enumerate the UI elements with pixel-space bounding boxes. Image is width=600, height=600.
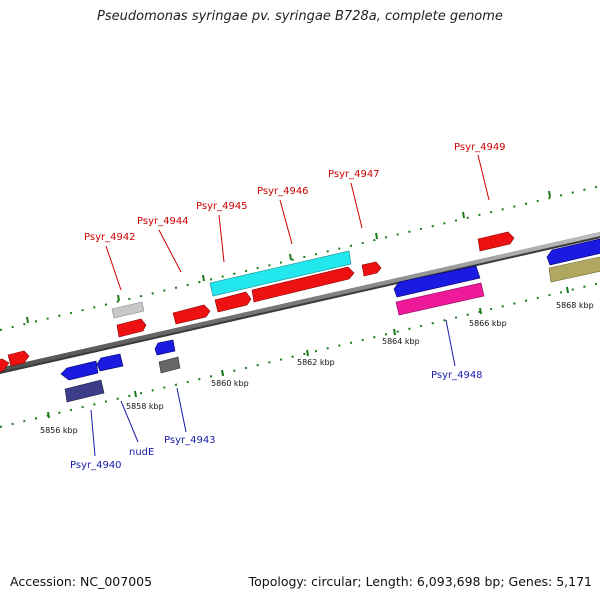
leader-line (445, 319, 456, 367)
upper-tick (462, 211, 465, 219)
gene-label-psyr4944: Psyr_4944 (137, 216, 189, 227)
forward-gene-arrow-psyr4949 (477, 231, 515, 252)
scale-label: 5856 kbp (40, 426, 78, 435)
reverse-gene-arrow-psyr4943 (154, 339, 176, 356)
rna-feature (111, 301, 145, 319)
reverse-gene-arrow-psyr4940 (60, 360, 99, 381)
leader-line (105, 245, 122, 291)
scale-label: 5858 kbp (126, 402, 164, 411)
forward-gene-arrow (7, 350, 30, 367)
reverse-gene-arrow-psyr4948 (393, 265, 481, 298)
lower-major-ticks (47, 286, 569, 419)
upper-tick (548, 190, 551, 198)
reverse-gene-labels: Psyr_4940 nudE Psyr_4943 Psyr_4948 (70, 370, 483, 471)
topology-text: Topology: circular; Length: 6,093,698 bp… (248, 574, 592, 589)
upper-tick (375, 232, 378, 240)
backbone-line (0, 232, 600, 372)
upper-tick (26, 316, 29, 324)
forward-gene-labels: Psyr_4942 Psyr_4944 Psyr_4945 Psyr_4946 … (84, 142, 506, 243)
lower-tick (393, 328, 396, 336)
misc-feature-pink (395, 282, 485, 316)
accession-text: Accession: NC_007005 (10, 574, 153, 589)
upper-tick (289, 253, 292, 261)
gene-label-psyr4943: Psyr_4943 (164, 435, 216, 446)
leader-line (279, 199, 293, 245)
forward-gene-arrow-psyr4944 (172, 304, 211, 325)
lower-tick (479, 307, 482, 315)
reverse-gene-arrow-nude (96, 353, 124, 372)
upper-tick (117, 294, 120, 302)
forward-gene-arrow-psyr4942 (116, 318, 147, 338)
gene-label-psyr4945: Psyr_4945 (196, 201, 248, 212)
scale-label: 5860 kbp (211, 379, 249, 388)
leader-line (176, 387, 187, 433)
gene-label-psyr4942: Psyr_4942 (84, 232, 136, 243)
leader-line (477, 154, 490, 201)
reverse-label-leaders (90, 319, 456, 457)
misc-feature-gray (158, 356, 181, 374)
forward-gene-arrow-psyr4945 (214, 291, 252, 313)
lower-tick (306, 349, 309, 357)
scale-label: 5862 kbp (297, 358, 335, 367)
misc-feature-navy (64, 379, 105, 403)
misc-feature-cyan (209, 250, 352, 297)
gene-label-psyr4940: Psyr_4940 (70, 460, 122, 471)
leader-line (90, 409, 96, 457)
forward-gene-arrow (0, 358, 10, 372)
leader-line (120, 400, 139, 443)
lower-tick (47, 411, 50, 419)
scale-label: 5866 kbp (469, 319, 507, 328)
forward-label-leaders (105, 154, 490, 291)
scale-label: 5864 kbp (382, 337, 420, 346)
leader-line (158, 229, 182, 273)
lower-tick (566, 286, 569, 294)
leader-line (350, 182, 363, 229)
lower-tick (134, 390, 137, 398)
scale-label: 5868 kbp (556, 301, 594, 310)
leader-line (218, 214, 225, 263)
map-title: Pseudomonas syringae pv. syringae B728a,… (97, 9, 503, 24)
gene-label-psyr4946: Psyr_4946 (257, 186, 309, 197)
forward-gene-arrow-psyr4946 (251, 266, 355, 303)
lower-tick (221, 369, 224, 377)
forward-gene-arrow-psyr4947 (361, 261, 382, 277)
gene-label-psyr4948: Psyr_4948 (431, 370, 483, 381)
reverse-gene-arrow (546, 238, 600, 266)
misc-feature-olive (548, 256, 600, 283)
gene-label-psyr4947: Psyr_4947 (328, 169, 380, 180)
forward-features (0, 231, 515, 372)
scale-labels: 5856 kbp 5858 kbp 5860 kbp 5862 kbp 5864… (40, 301, 594, 435)
upper-tick (202, 274, 205, 282)
genome-backbone (0, 232, 600, 374)
gene-label-nude: nudE (129, 447, 154, 458)
reverse-features (60, 238, 600, 403)
upper-major-ticks (26, 190, 551, 324)
gene-label-psyr4949: Psyr_4949 (454, 142, 506, 153)
